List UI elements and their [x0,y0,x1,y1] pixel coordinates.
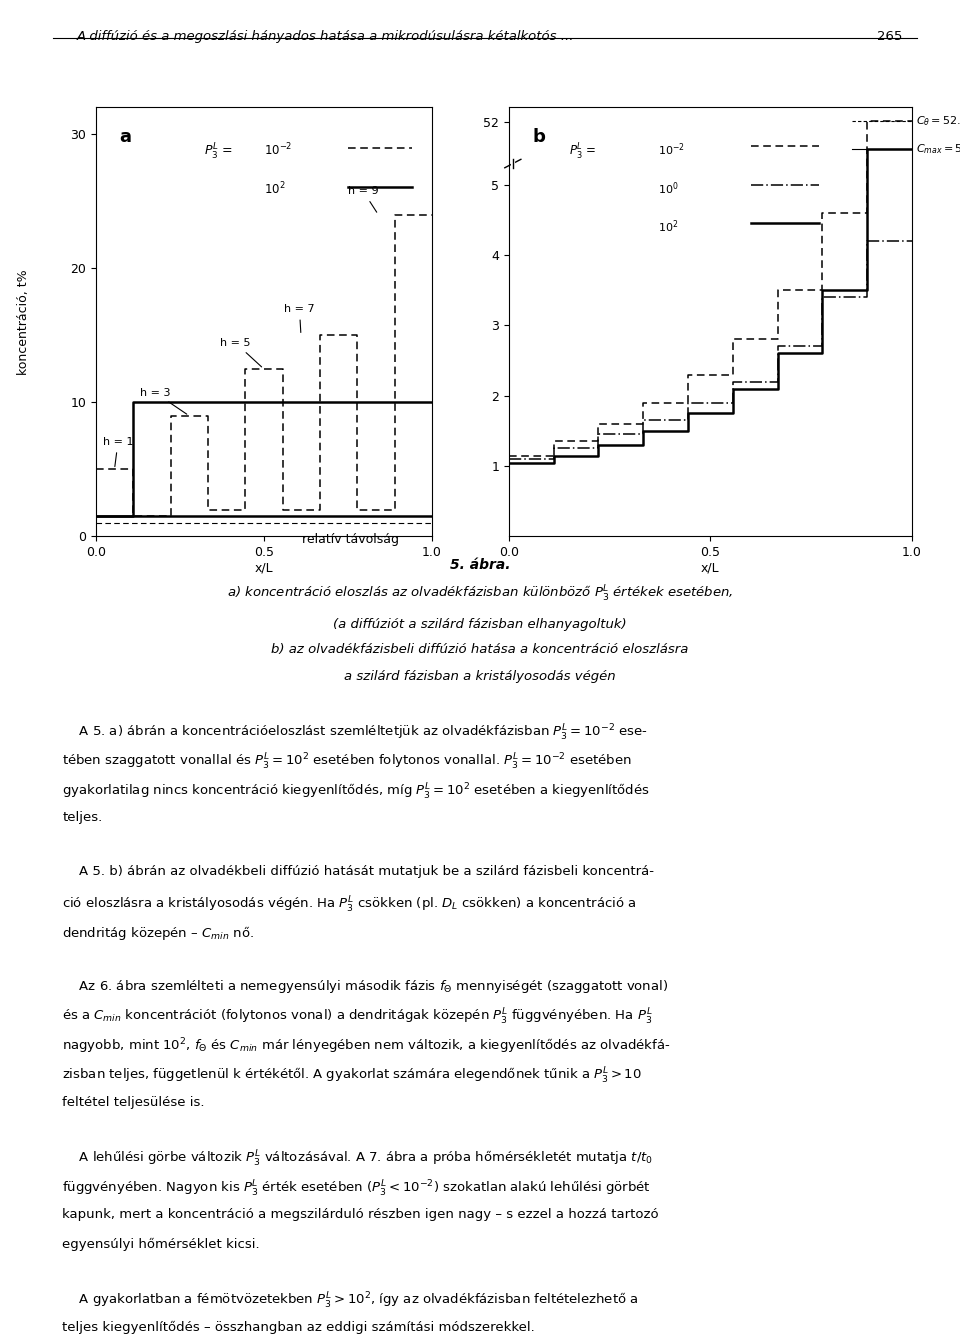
Text: teljes.: teljes. [62,811,103,825]
Text: tében szaggatott vonallal és $P_3^L = 10^2$ esetében folytonos vonallal. $P_3^L : tében szaggatott vonallal és $P_3^L = 10… [62,752,633,772]
Text: teljes kiegyenlítődés – összhangban az eddigi számítási módszerekkel.: teljes kiegyenlítődés – összhangban az e… [62,1321,535,1334]
Text: h = 5: h = 5 [220,338,262,367]
Text: h = 7: h = 7 [284,304,315,333]
Text: relatív távolság: relatív távolság [301,534,399,546]
Text: koncentráció, t%: koncentráció, t% [17,270,31,374]
Text: $C_\theta=52.5$: $C_\theta=52.5$ [916,114,960,129]
Text: h = 3: h = 3 [140,388,187,414]
Text: gyakorlatilag nincs koncentráció kiegyenlítődés, míg $P_3^L = 10^2$ esetében a k: gyakorlatilag nincs koncentráció kiegyen… [62,782,650,802]
Text: A gyakorlatban a fémötvözetekben $P_3^L > 10^2$, így az olvadékfázisban feltétel: A gyakorlatban a fémötvözetekben $P_3^L … [62,1291,639,1311]
Text: ció eloszlásra a kristályosodás végén. Ha $P_3^L$ csökken (pl. $D_L$ csökken) a : ció eloszlásra a kristályosodás végén. H… [62,894,636,915]
Text: Az 6. ábra szemlélteti a nemegyensúlyi második fázis $f_\Theta$ mennyiségét (sza: Az 6. ábra szemlélteti a nemegyensúlyi m… [62,978,668,995]
Text: $10^0$: $10^0$ [658,180,679,197]
Text: 5. ábra.: 5. ábra. [449,558,511,571]
Text: b) az olvadékfázisbeli diffúzió hatása a koncentráció eloszlásra: b) az olvadékfázisbeli diffúzió hatása a… [272,644,688,656]
Text: 265: 265 [877,30,902,43]
Text: $P_3^L$ =: $P_3^L$ = [204,142,232,162]
Text: (a diffúziót a szilárd fázisban elhanyagoltuk): (a diffúziót a szilárd fázisban elhanyag… [333,618,627,630]
Text: h = 1: h = 1 [103,437,133,467]
Text: $10^2$: $10^2$ [658,219,679,236]
Text: kapunk, mert a koncentráció a megszilárduló részben igen nagy – s ezzel a hozzá : kapunk, mert a koncentráció a megszilárd… [62,1208,659,1222]
Text: zisban teljes, függetlenül k értékétől. A gyakorlat számára elegendőnek tűnik a : zisban teljes, függetlenül k értékétől. … [62,1066,642,1086]
Text: a) koncentráció eloszlás az olvadékfázisban különböző $P_3^L$ értékek esetében,: a) koncentráció eloszlás az olvadékfázis… [227,585,733,605]
Text: $P_3^L$ =: $P_3^L$ = [569,142,596,162]
X-axis label: x/L: x/L [701,562,720,575]
Text: nagyobb, mint $10^2$, $f_\Theta$ és $C_{min}$ már lényegében nem változik, a kie: nagyobb, mint $10^2$, $f_\Theta$ és $C_{… [62,1037,671,1057]
Text: A 5. b) ábrán az olvadékbeli diffúzió hatását mutatjuk be a szilárd fázisbeli ko: A 5. b) ábrán az olvadékbeli diffúzió ha… [62,865,655,878]
Text: A lehűlési görbe változik $P_3^L$ változásával. A 7. ábra a próba hőmérsékletét : A lehűlési görbe változik $P_3^L$ változ… [62,1149,654,1169]
Text: feltétel teljesülése is.: feltétel teljesülése is. [62,1096,204,1109]
Text: $10^{-2}$: $10^{-2}$ [264,142,293,158]
Text: $10^2$: $10^2$ [264,180,285,197]
Text: a: a [119,127,132,146]
X-axis label: x/L: x/L [254,562,274,575]
Text: h = 9: h = 9 [348,186,378,212]
Text: A diffúzió és a megoszlási hányados hatása a mikrodúsulásra kétalkotós ...: A diffúzió és a megoszlási hányados hatá… [77,30,574,43]
Text: egyensúlyi hőmérséklet kicsi.: egyensúlyi hőmérséklet kicsi. [62,1238,260,1251]
Text: függvényében. Nagyon kis $P_3^L$ érték esetében ($P_3^L < 10^{-2}$) szokatlan al: függvényében. Nagyon kis $P_3^L$ érték e… [62,1179,651,1199]
Text: A 5. a) ábrán a koncentrációeloszlást szemléltetjük az olvadékfázisban $P_3^L = : A 5. a) ábrán a koncentrációeloszlást sz… [62,723,649,743]
Text: dendritág közepén – $C_{min}$ nő.: dendritág közepén – $C_{min}$ nő. [62,924,254,941]
Text: b: b [533,127,546,146]
Text: $10^{-2}$: $10^{-2}$ [658,142,684,158]
Text: a szilárd fázisban a kristályosodás végén: a szilárd fázisban a kristályosodás végé… [345,670,615,683]
Text: $C_{max}=5.65$: $C_{max}=5.65$ [916,142,960,156]
Text: és a $C_{min}$ koncentrációt (folytonos vonal) a dendritágak közepén $P_3^L$ füg: és a $C_{min}$ koncentrációt (folytonos … [62,1007,653,1027]
